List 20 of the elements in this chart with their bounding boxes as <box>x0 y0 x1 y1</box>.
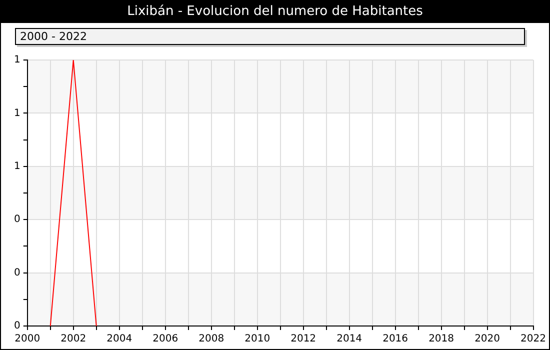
x-tick-label: 2006 <box>152 334 178 345</box>
x-tick-label: 2020 <box>474 334 500 345</box>
x-tick-label: 2014 <box>336 334 362 345</box>
x-tick-label: 2002 <box>60 334 86 345</box>
x-tick-label: 2022 <box>520 334 546 345</box>
y-tick-label: 1 <box>14 160 20 172</box>
x-tick-label: 2012 <box>290 334 316 345</box>
x-tick-label: 2008 <box>198 334 224 345</box>
y-tick-label: 0 <box>14 320 20 332</box>
text: 2000 - 2022 <box>15 28 525 45</box>
x-tick-label: 2018 <box>428 334 454 345</box>
y-tick-label: 0 <box>14 267 20 278</box>
x-tick-label: 2004 <box>106 334 132 345</box>
y-tick-label: 1 <box>14 108 20 119</box>
chart-title: Lixibán - Evolucion del numero de Habitantes <box>1 1 549 23</box>
y-tick-label: 1 <box>14 54 20 66</box>
y-tick-label: 0 <box>14 214 20 226</box>
x-tick-label: 2016 <box>382 334 408 345</box>
x-tick-label: 2000 <box>14 334 40 345</box>
x-tick-label: 2010 <box>244 334 270 345</box>
